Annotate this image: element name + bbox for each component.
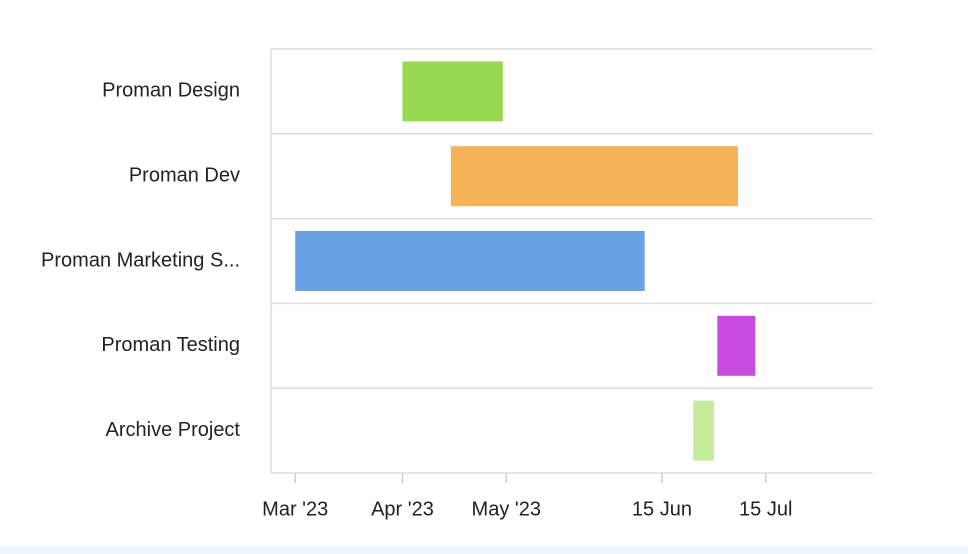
x-tick-label: 15 Jul [739,498,792,520]
y-category-label: Proman Testing [101,334,240,356]
gantt-bar [450,146,739,207]
gantt-bar [402,61,503,122]
gantt-bar [295,231,645,291]
x-tick-label: Mar '23 [262,498,328,520]
y-category-label: Archive Project [106,419,241,441]
bottom-strip [0,546,968,554]
x-tick-label: Apr '23 [371,498,434,520]
y-category-label: Proman Dev [129,164,240,186]
x-tick-label: May '23 [472,498,541,520]
y-category-label: Proman Design [102,80,240,102]
x-tick-label: 15 Jun [632,498,692,520]
gantt-bar [717,315,756,376]
y-category-label: Proman Marketing S... [41,249,240,271]
gantt-bar [693,400,714,461]
